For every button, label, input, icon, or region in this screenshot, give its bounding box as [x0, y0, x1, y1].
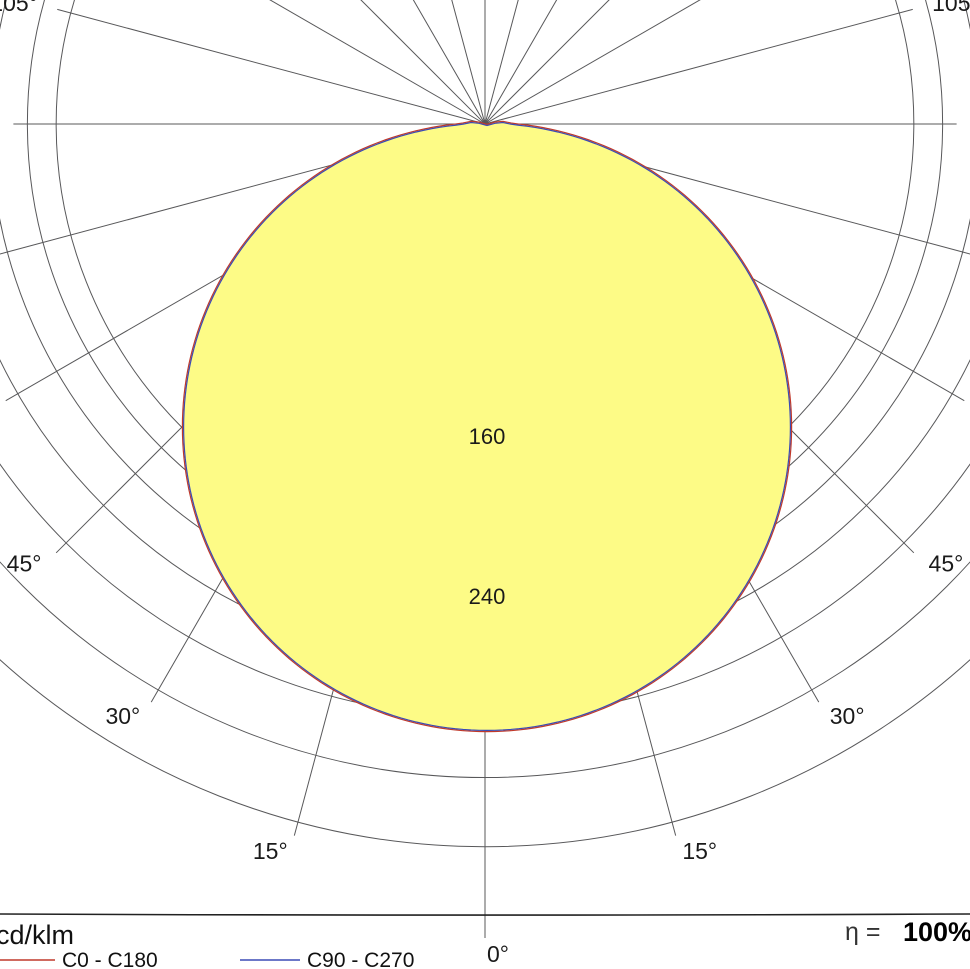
svg-text:105°: 105°: [932, 0, 970, 16]
svg-text:105°: 105°: [0, 0, 38, 16]
svg-text:0°: 0°: [487, 941, 509, 967]
svg-text:15°: 15°: [682, 838, 717, 864]
svg-text:30°: 30°: [105, 703, 140, 729]
svg-text:240: 240: [469, 584, 506, 609]
svg-text:30°: 30°: [830, 703, 865, 729]
svg-text:C0 - C180: C0 - C180: [62, 949, 158, 969]
svg-text:160: 160: [469, 424, 506, 449]
svg-text:cd/klm: cd/klm: [0, 920, 74, 950]
svg-text:η =: η =: [845, 918, 880, 946]
svg-text:C90 - C270: C90 - C270: [307, 949, 414, 969]
svg-text:100%: 100%: [903, 917, 970, 947]
svg-text:45°: 45°: [929, 551, 964, 577]
svg-text:45°: 45°: [7, 551, 42, 577]
svg-text:15°: 15°: [253, 838, 288, 864]
